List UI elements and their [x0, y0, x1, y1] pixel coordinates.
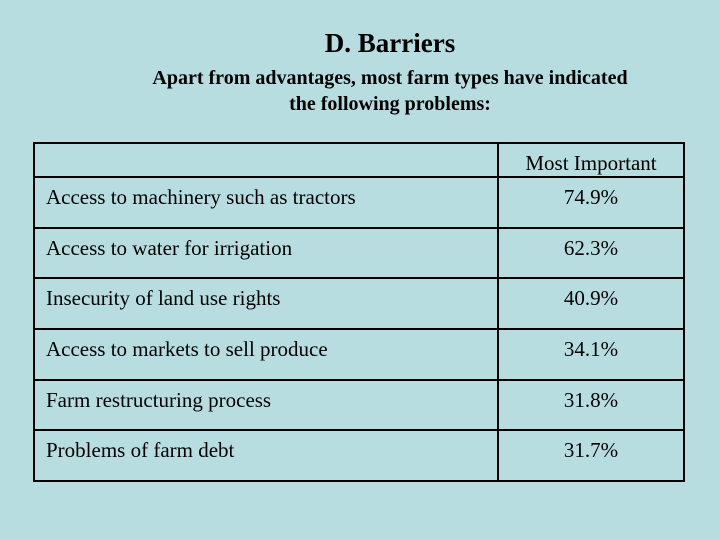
barrier-value: 40.9%: [497, 277, 685, 330]
table-row: Access to water for irrigation 62.3%: [33, 226, 685, 280]
table-row: Problems of farm debt 31.7%: [33, 429, 685, 482]
slide-subtitle: Apart from advantages, most farm types h…: [152, 67, 628, 116]
barrier-value: 74.9%: [497, 176, 685, 229]
page-title: D. Barriers: [324, 28, 456, 58]
barrier-value: 31.8%: [497, 378, 685, 432]
barrier-label: Access to markets to sell produce: [33, 327, 499, 381]
barrier-label: Farm restructuring process: [33, 378, 499, 432]
table-row: Access to markets to sell produce 34.1%: [33, 327, 685, 381]
barrier-value: 62.3%: [497, 226, 685, 280]
barriers-table: Most Important Access to machinery such …: [33, 142, 685, 482]
barrier-label: Access to machinery such as tractors: [33, 176, 499, 229]
barrier-value: 31.7%: [497, 429, 685, 482]
header-empty-cell: [33, 142, 499, 178]
table-header-row: Most Important: [33, 142, 685, 178]
header-most-important: Most Important: [497, 142, 685, 178]
barrier-label: Access to water for irrigation: [33, 226, 499, 280]
barrier-label: Problems of farm debt: [33, 429, 499, 482]
barrier-label: Insecurity of land use rights: [33, 277, 499, 330]
table-row: Farm restructuring process 31.8%: [33, 378, 685, 432]
table-row: Insecurity of land use rights 40.9%: [33, 277, 685, 330]
title-block: D. Barriers Apart from advantages, most …: [140, 28, 640, 118]
table-row: Access to machinery such as tractors 74.…: [33, 176, 685, 229]
barrier-value: 34.1%: [497, 327, 685, 381]
